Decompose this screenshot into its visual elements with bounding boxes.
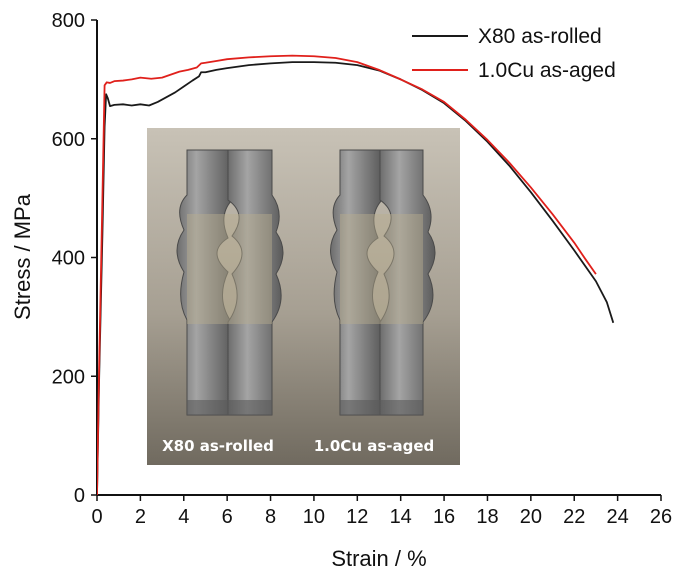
y-ticks: 0 200 400 600 800 — [52, 10, 97, 507]
x-tick-label: 4 — [178, 506, 189, 528]
y-tick-label: 200 — [52, 366, 85, 388]
x-tick-label: 10 — [303, 506, 325, 528]
specimen-x80 — [176, 149, 284, 416]
inset-label-x80: X80 as-rolled — [162, 437, 274, 455]
y-tick-label: 400 — [52, 248, 85, 270]
legend-label-cu: 1.0Cu as-aged — [478, 59, 616, 82]
x-tick-label: 0 — [91, 506, 102, 528]
x-tick-label: 14 — [390, 506, 412, 528]
y-tick-label: 800 — [52, 10, 85, 32]
y-axis-title: Stress / MPa — [10, 193, 35, 320]
x-ticks: 0 2 4 6 8 10 12 14 16 18 20 22 24 26 — [91, 495, 672, 528]
x-tick-label: 22 — [563, 506, 585, 528]
y-tick-label: 0 — [74, 485, 85, 507]
x-tick-label: 12 — [346, 506, 368, 528]
specimen-cu — [330, 149, 436, 416]
x-tick-label: 6 — [222, 506, 233, 528]
series-x80-as-rolled-line — [97, 61, 615, 495]
series-cu-as-aged-line — [97, 54, 597, 495]
inset-photograph: X80 as-rolled 1.0Cu as-aged — [147, 128, 460, 465]
x-tick-label: 8 — [265, 506, 276, 528]
legend-label-x80: X80 as-rolled — [478, 25, 602, 48]
x-tick-label: 2 — [135, 506, 146, 528]
x-tick-label: 24 — [606, 506, 628, 528]
inset-label-cu: 1.0Cu as-aged — [314, 437, 435, 455]
x-tick-label: 26 — [650, 506, 672, 528]
x-tick-label: 20 — [520, 506, 542, 528]
x-axis-title: Strain / % — [331, 546, 426, 571]
x-tick-label: 18 — [476, 506, 498, 528]
x-tick-label: 16 — [433, 506, 455, 528]
legend: X80 as-rolled 1.0Cu as-aged — [412, 25, 616, 82]
series-layer — [97, 54, 615, 495]
y-tick-label: 600 — [52, 129, 85, 151]
